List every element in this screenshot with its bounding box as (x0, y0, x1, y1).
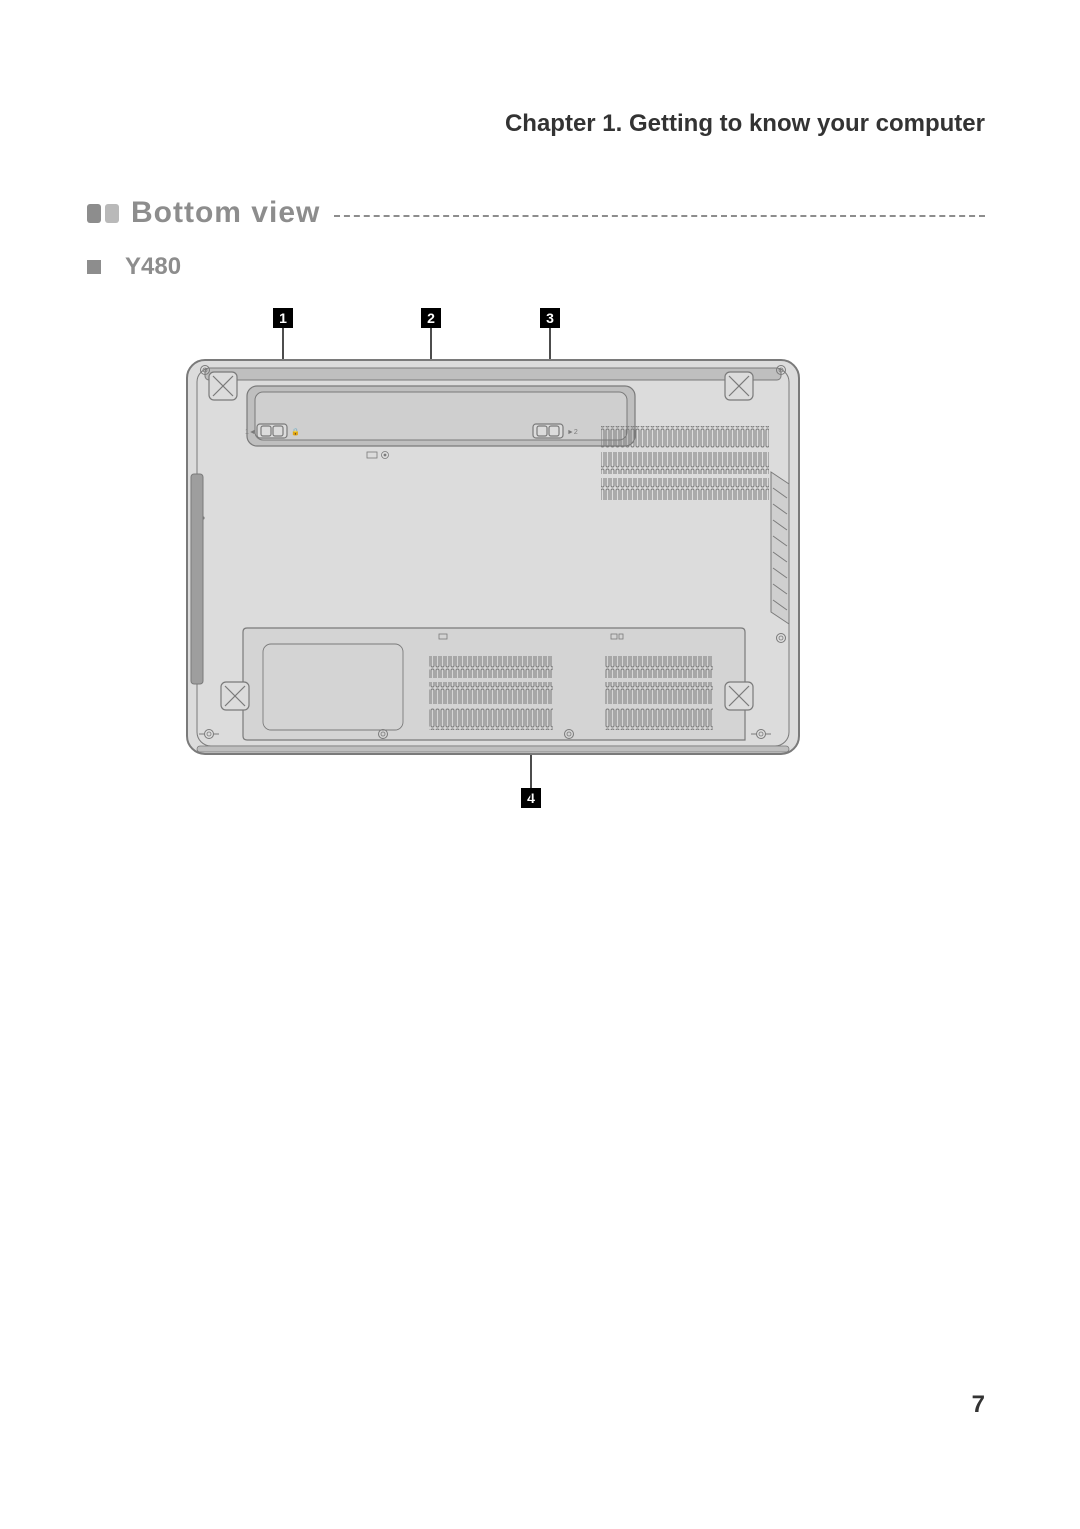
subsection-title: Y480 (125, 253, 181, 281)
page-number: 7 (972, 1391, 985, 1419)
section-title: Bottom view (131, 196, 320, 230)
bottom-view-figure: 1◄ 🔒 ►2 (185, 308, 801, 818)
section-title-row: Bottom view (87, 196, 985, 230)
section-bullet-2 (105, 204, 119, 223)
svg-text:🔒: 🔒 (291, 428, 300, 436)
chapter-header: Chapter 1. Getting to know your computer (505, 110, 985, 138)
section-bullet-1 (87, 204, 101, 223)
subsection-bullet-icon (87, 260, 101, 274)
svg-text:►2: ►2 (567, 429, 578, 436)
section-rule-dashed (334, 215, 985, 217)
svg-text:1◄: 1◄ (245, 429, 256, 436)
manual-page: Chapter 1. Getting to know your computer… (0, 0, 1080, 1529)
subsection-row: Y480 (87, 253, 181, 281)
section-bullets-icon (87, 204, 119, 223)
